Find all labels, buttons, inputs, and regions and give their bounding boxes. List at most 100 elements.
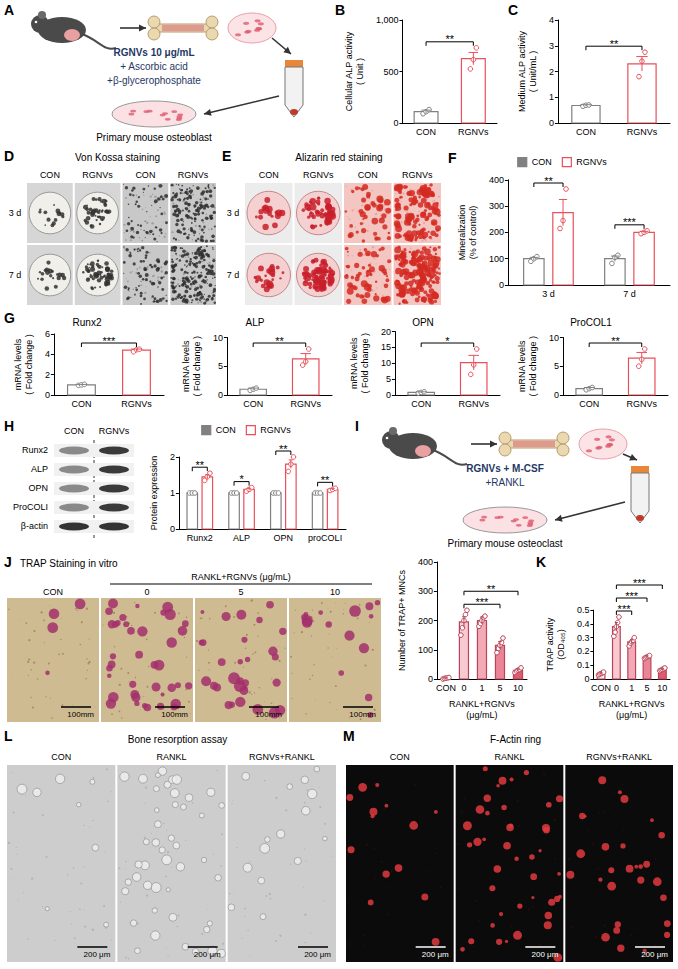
svg-text:CON: CON xyxy=(579,399,599,409)
svg-text:( Unit/mL ): ( Unit/mL ) xyxy=(528,51,538,93)
svg-text:400: 400 xyxy=(418,557,433,567)
svg-text:100mm: 100mm xyxy=(67,710,94,719)
svg-text:RANKL+RGNVs: RANKL+RGNVs xyxy=(599,699,665,709)
svg-text:RANKL+RGNVs (μg/mL): RANKL+RGNVs (μg/mL) xyxy=(191,572,290,582)
svg-text:10: 10 xyxy=(549,333,559,343)
svg-text:3 d: 3 d xyxy=(227,208,240,218)
svg-text:100mm: 100mm xyxy=(349,710,376,719)
svg-text:200 μm: 200 μm xyxy=(641,950,668,959)
svg-text:0: 0 xyxy=(499,280,504,290)
svg-text:***: *** xyxy=(476,596,490,608)
svg-text:**: ** xyxy=(196,459,205,471)
svg-text:RGNVs: RGNVs xyxy=(260,425,291,435)
svg-text:0.5: 0.5 xyxy=(577,605,590,615)
svg-text:**: ** xyxy=(445,33,454,45)
svg-text:RGNVs: RGNVs xyxy=(121,399,152,409)
svg-text:400: 400 xyxy=(489,175,504,185)
svg-text:TRAP Staining in vitro: TRAP Staining in vitro xyxy=(20,558,118,569)
svg-text:RANKL: RANKL xyxy=(156,752,186,762)
svg-text:**: ** xyxy=(544,175,553,187)
svg-text:mRNA levels: mRNA levels xyxy=(13,338,23,390)
svg-text:5: 5 xyxy=(497,683,502,693)
svg-text:***: *** xyxy=(103,335,117,347)
svg-text:0: 0 xyxy=(218,390,223,400)
svg-text:RGNVs: RGNVs xyxy=(82,170,113,180)
svg-text:1: 1 xyxy=(629,683,634,693)
svg-text:2: 2 xyxy=(170,452,175,462)
svg-text:Mineralization: Mineralization xyxy=(457,205,467,261)
svg-text:β-actin: β-actin xyxy=(21,521,48,531)
svg-text:100: 100 xyxy=(489,254,504,264)
svg-text:0: 0 xyxy=(393,118,398,128)
svg-text:CON: CON xyxy=(576,127,596,137)
svg-text:***: *** xyxy=(625,590,639,602)
svg-text:0: 0 xyxy=(554,390,559,400)
svg-text:Medium ALP activity: Medium ALP activity xyxy=(517,31,527,112)
svg-text:0: 0 xyxy=(144,587,149,597)
svg-text:ALP: ALP xyxy=(31,464,48,474)
svg-text:F-Actin ring: F-Actin ring xyxy=(490,734,541,745)
svg-text:(OD₄₀₅): (OD₄₀₅) xyxy=(556,629,566,660)
svg-text:*: * xyxy=(445,335,450,347)
svg-text:6: 6 xyxy=(45,329,50,339)
svg-text:3: 3 xyxy=(549,41,554,51)
svg-text:***: *** xyxy=(623,216,637,228)
svg-text:20: 20 xyxy=(381,327,391,337)
svg-text:RGNVs+RANKL: RGNVs+RANKL xyxy=(249,752,315,762)
svg-text:**: ** xyxy=(487,583,496,595)
svg-text:CON: CON xyxy=(532,157,552,167)
svg-text:ProCOL1: ProCOL1 xyxy=(570,317,612,328)
svg-text:200 μm: 200 μm xyxy=(83,950,110,959)
svg-text:0.3: 0.3 xyxy=(577,633,590,643)
svg-text:Protein expression: Protein expression xyxy=(149,456,159,531)
svg-text:**: ** xyxy=(275,335,284,347)
svg-text:OPN: OPN xyxy=(412,317,434,328)
svg-text:100: 100 xyxy=(418,645,433,655)
svg-text:RANKL: RANKL xyxy=(494,752,524,762)
svg-text:300: 300 xyxy=(489,201,504,211)
svg-text:RGNVs + M-CSF: RGNVs + M-CSF xyxy=(466,463,544,474)
svg-text:RGNVs: RGNVs xyxy=(626,399,657,409)
svg-text:ProCOLI: ProCOLI xyxy=(13,502,48,512)
svg-text:Runx2: Runx2 xyxy=(73,317,102,328)
svg-text:0: 0 xyxy=(170,524,175,534)
svg-text:CON: CON xyxy=(71,399,91,409)
svg-text:0: 0 xyxy=(461,683,466,693)
svg-text:CON: CON xyxy=(390,752,410,762)
svg-text:CON: CON xyxy=(135,170,155,180)
svg-text:RANKL+RGNVs: RANKL+RGNVs xyxy=(449,699,515,709)
svg-text:**: ** xyxy=(279,443,288,455)
svg-text:RGNVs: RGNVs xyxy=(458,127,489,137)
svg-text:200: 200 xyxy=(418,616,433,626)
svg-text:(% of control): (% of control) xyxy=(468,206,478,260)
svg-text:mRNA levels: mRNA levels xyxy=(517,340,527,392)
svg-text:10: 10 xyxy=(513,683,523,693)
svg-text:CON: CON xyxy=(64,426,84,436)
svg-text:100mm: 100mm xyxy=(161,710,188,719)
svg-text:RGNVs: RGNVs xyxy=(402,170,433,180)
svg-text:( Fold change ): ( Fold change ) xyxy=(528,336,538,397)
svg-text:2: 2 xyxy=(549,67,554,77)
svg-text:Primary mouse osteoclast: Primary mouse osteoclast xyxy=(447,538,562,549)
svg-text:0: 0 xyxy=(549,118,554,128)
svg-text:0: 0 xyxy=(386,390,391,400)
svg-text:200 μm: 200 μm xyxy=(194,950,221,959)
svg-text:( Fold change ): ( Fold change ) xyxy=(192,336,202,397)
svg-text:1: 1 xyxy=(479,683,484,693)
svg-text:1: 1 xyxy=(170,488,175,498)
svg-text:(μg/mL): (μg/mL) xyxy=(466,710,497,720)
svg-text:Alizarin red staining: Alizarin red staining xyxy=(295,152,382,163)
svg-text:CON: CON xyxy=(40,170,60,180)
svg-text:CON: CON xyxy=(51,752,71,762)
svg-text:Runx2: Runx2 xyxy=(22,445,48,455)
svg-text:CON: CON xyxy=(436,683,456,693)
svg-text:OPN: OPN xyxy=(28,483,48,493)
svg-text:( Fold change ): ( Fold change ) xyxy=(24,334,34,395)
svg-text:5: 5 xyxy=(386,374,391,384)
svg-text:(μg/mL): (μg/mL) xyxy=(616,710,647,720)
svg-text:ALP: ALP xyxy=(233,533,250,543)
svg-text:Bone resorption assay: Bone resorption assay xyxy=(128,734,228,745)
svg-text:**: ** xyxy=(611,335,620,347)
svg-text:3 d: 3 d xyxy=(9,208,22,218)
svg-text:7 d: 7 d xyxy=(9,270,22,280)
